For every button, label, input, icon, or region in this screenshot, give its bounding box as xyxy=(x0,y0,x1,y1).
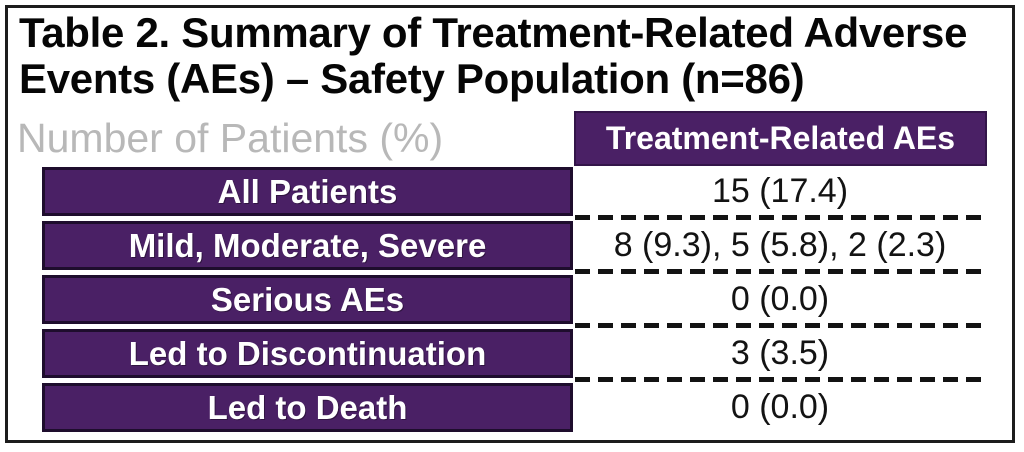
table-row: Mild, Moderate, Severe 8 (9.3), 5 (5.8),… xyxy=(0,221,1024,270)
dashed-separator xyxy=(575,269,982,274)
table-row: Serious AEs 0 (0.0) xyxy=(0,275,1024,324)
row-value-cell: 0 (0.0) xyxy=(730,388,830,426)
table-title: Table 2. Summary of Treatment-Related Ad… xyxy=(19,10,967,102)
row-value-cell: 0 (0.0) xyxy=(730,280,830,318)
dashed-separator xyxy=(575,377,982,382)
table-row: All Patients 15 (17.4) xyxy=(0,167,1024,216)
row-header-cell: All Patients xyxy=(42,167,573,216)
outer-border xyxy=(5,5,1015,443)
row-header-cell: Led to Discontinuation xyxy=(42,329,573,378)
row-axis-label: Number of Patients (%) xyxy=(17,115,444,161)
row-header-cell: Mild, Moderate, Severe xyxy=(42,221,573,270)
dashed-separator xyxy=(575,215,982,220)
table-title-line-1: Table 2. Summary of Treatment-Related Ad… xyxy=(19,9,968,56)
table-row: Led to Discontinuation 3 (3.5) xyxy=(0,329,1024,378)
row-value-cell: 8 (9.3), 5 (5.8), 2 (2.3) xyxy=(613,226,947,264)
row-header-cell: Led to Death xyxy=(42,383,573,432)
table-row: Led to Death 0 (0.0) xyxy=(0,383,1024,432)
row-value-cell: 3 (3.5) xyxy=(730,334,830,372)
table-title-line-2: Events (AEs) – Safety Population (n=86) xyxy=(19,55,805,102)
dashed-separator xyxy=(575,323,982,328)
row-header-cell: Serious AEs xyxy=(42,275,573,324)
row-value-cell: 15 (17.4) xyxy=(711,172,849,210)
column-header-treatment-related-aes: Treatment-Related AEs xyxy=(574,111,987,166)
